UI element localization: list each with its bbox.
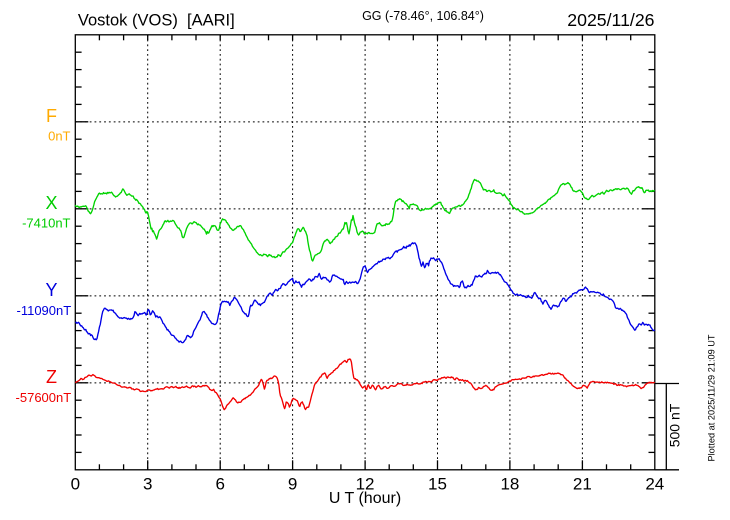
svg-text:500 nT: 500 nT: [667, 403, 683, 447]
svg-text:9: 9: [288, 474, 297, 493]
svg-text:24: 24: [645, 474, 664, 493]
svg-text:21: 21: [573, 474, 592, 493]
svg-text:F: F: [46, 106, 57, 126]
svg-text:0nT: 0nT: [48, 129, 70, 144]
svg-text:3: 3: [143, 474, 152, 493]
svg-text:2025/11/26: 2025/11/26: [567, 10, 654, 30]
svg-text:-57600nT: -57600nT: [16, 390, 72, 405]
svg-text:6: 6: [215, 474, 224, 493]
svg-text:15: 15: [428, 474, 447, 493]
svg-text:18: 18: [500, 474, 519, 493]
svg-text:12: 12: [356, 474, 375, 493]
svg-text:Z: Z: [46, 367, 57, 387]
svg-text:-7410nT: -7410nT: [22, 216, 70, 231]
svg-text:U T (hour): U T (hour): [329, 490, 401, 507]
svg-text:0: 0: [71, 474, 80, 493]
svg-text:X: X: [45, 193, 57, 213]
svg-text:-11090nT: -11090nT: [17, 303, 72, 318]
svg-text:Plotted at 2025/11/29 21:09 UT: Plotted at 2025/11/29 21:09 UT: [707, 334, 717, 461]
svg-text:Vostok (VOS) [AARI]: Vostok (VOS) [AARI]: [78, 12, 235, 30]
svg-text:Y: Y: [45, 280, 57, 300]
svg-text:GG (-78.46°, 106.84°): GG (-78.46°, 106.84°): [362, 9, 484, 23]
